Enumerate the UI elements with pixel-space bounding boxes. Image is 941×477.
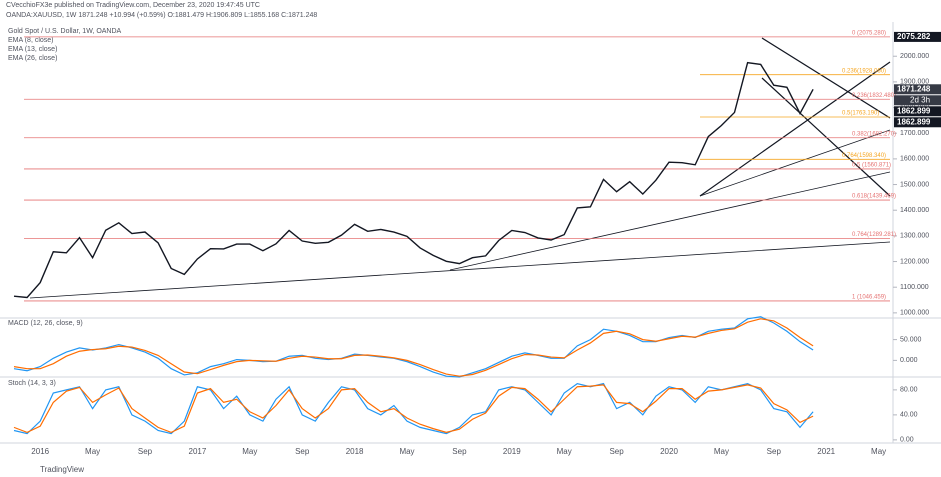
x-tick-label: May — [714, 447, 729, 456]
symbol-line: OANDA:XAUUSD, 1W 1871.248 +10.994 (+0.59… — [6, 12, 317, 19]
y-tick-label: 80.00 — [900, 387, 918, 394]
trendline — [699, 129, 891, 197]
price-label: 1862.899 — [897, 117, 931, 126]
price-label-bg — [894, 106, 941, 117]
y-tick-label: 1500.000 — [900, 181, 929, 188]
x-tick-label: Sep — [609, 447, 624, 456]
y-tick-label: 1200.000 — [900, 258, 929, 265]
price-label-bg — [894, 31, 941, 42]
fib-label: 0.618(1439.469) — [852, 194, 896, 200]
price-label-bg — [894, 84, 941, 95]
fib-label: 0.764(1598.340) — [842, 153, 886, 159]
x-tick-label: 2017 — [189, 447, 207, 456]
fib-label: 0.5 (1560.871) — [852, 163, 891, 169]
x-tick-label: Sep — [767, 447, 782, 456]
macd-title: MACD (12, 26, close, 9) — [8, 320, 83, 327]
x-tick-label: May — [399, 447, 414, 456]
countdown-bg — [894, 95, 941, 106]
x-tick-label: 2019 — [503, 447, 521, 456]
x-tick-label: May — [85, 447, 100, 456]
x-tick-label: May — [557, 447, 572, 456]
legend-item: EMA (26, close) — [8, 55, 57, 62]
fib-label: 1 (1046.459) — [852, 295, 886, 301]
y-tick-label: 1600.000 — [900, 156, 929, 163]
y-tick-label: 1100.000 — [900, 284, 929, 291]
series-line — [13, 316, 814, 378]
series-line — [13, 382, 814, 435]
legend-item: EMA (8, close) — [8, 37, 54, 44]
fib-label: 0.382(1682.270) — [852, 131, 896, 137]
price-label: 2075.282 — [897, 32, 931, 41]
price-label: 1871.248 — [897, 84, 931, 93]
y-tick-label: 40.00 — [900, 412, 918, 419]
fib-label: 0.236(1928.060) — [842, 68, 886, 74]
countdown: 2d 3h — [910, 95, 930, 104]
footer-brand: TradingView — [40, 465, 84, 474]
stoch-title: Stoch (14, 3, 3) — [8, 380, 56, 387]
y-tick-label: 0.000 — [900, 357, 918, 364]
fib-label: 0.764(1289.281) — [852, 232, 896, 238]
x-tick-label: 2016 — [31, 447, 49, 456]
x-tick-label: Sep — [295, 447, 310, 456]
y-tick-label: 1400.000 — [900, 207, 929, 214]
y-tick-label: 2000.000 — [900, 53, 929, 60]
price-label: 1862.899 — [897, 106, 931, 115]
x-tick-label: 2020 — [660, 447, 678, 456]
series-line — [13, 384, 814, 434]
fib-label: 0.236(1832.480) — [852, 93, 896, 99]
series-line — [13, 61, 814, 299]
series-line — [13, 318, 814, 377]
x-tick-label: May — [871, 447, 886, 456]
y-tick-label: 0.00 — [900, 437, 914, 444]
x-tick-label: May — [242, 447, 257, 456]
y-tick-label: 50.000 — [900, 336, 922, 343]
trendline — [699, 61, 891, 197]
trendline — [29, 241, 891, 299]
fib-label: 0.5(1763.190) — [842, 111, 879, 117]
trendline — [761, 77, 891, 197]
y-tick-label: 1900.000 — [900, 79, 929, 86]
y-tick-label: 1300.000 — [900, 233, 929, 240]
x-tick-label: 2018 — [346, 447, 364, 456]
trendline — [449, 171, 891, 271]
trendline — [761, 37, 891, 119]
y-tick-label: 1000.000 — [900, 310, 929, 317]
fib-label: 0 (2075.280) — [852, 30, 886, 36]
x-tick-label: Sep — [138, 447, 153, 456]
main-title: Gold Spot / U.S. Dollar, 1W, OANDA — [8, 28, 122, 35]
y-tick-label: 1700.000 — [900, 130, 929, 137]
legend-item: EMA (13, close) — [8, 46, 57, 53]
price-label-bg — [894, 117, 941, 128]
x-tick-label: 2021 — [817, 447, 835, 456]
publisher: CVecchioFX3e published on TradingView.co… — [6, 2, 260, 9]
x-tick-label: Sep — [452, 447, 467, 456]
